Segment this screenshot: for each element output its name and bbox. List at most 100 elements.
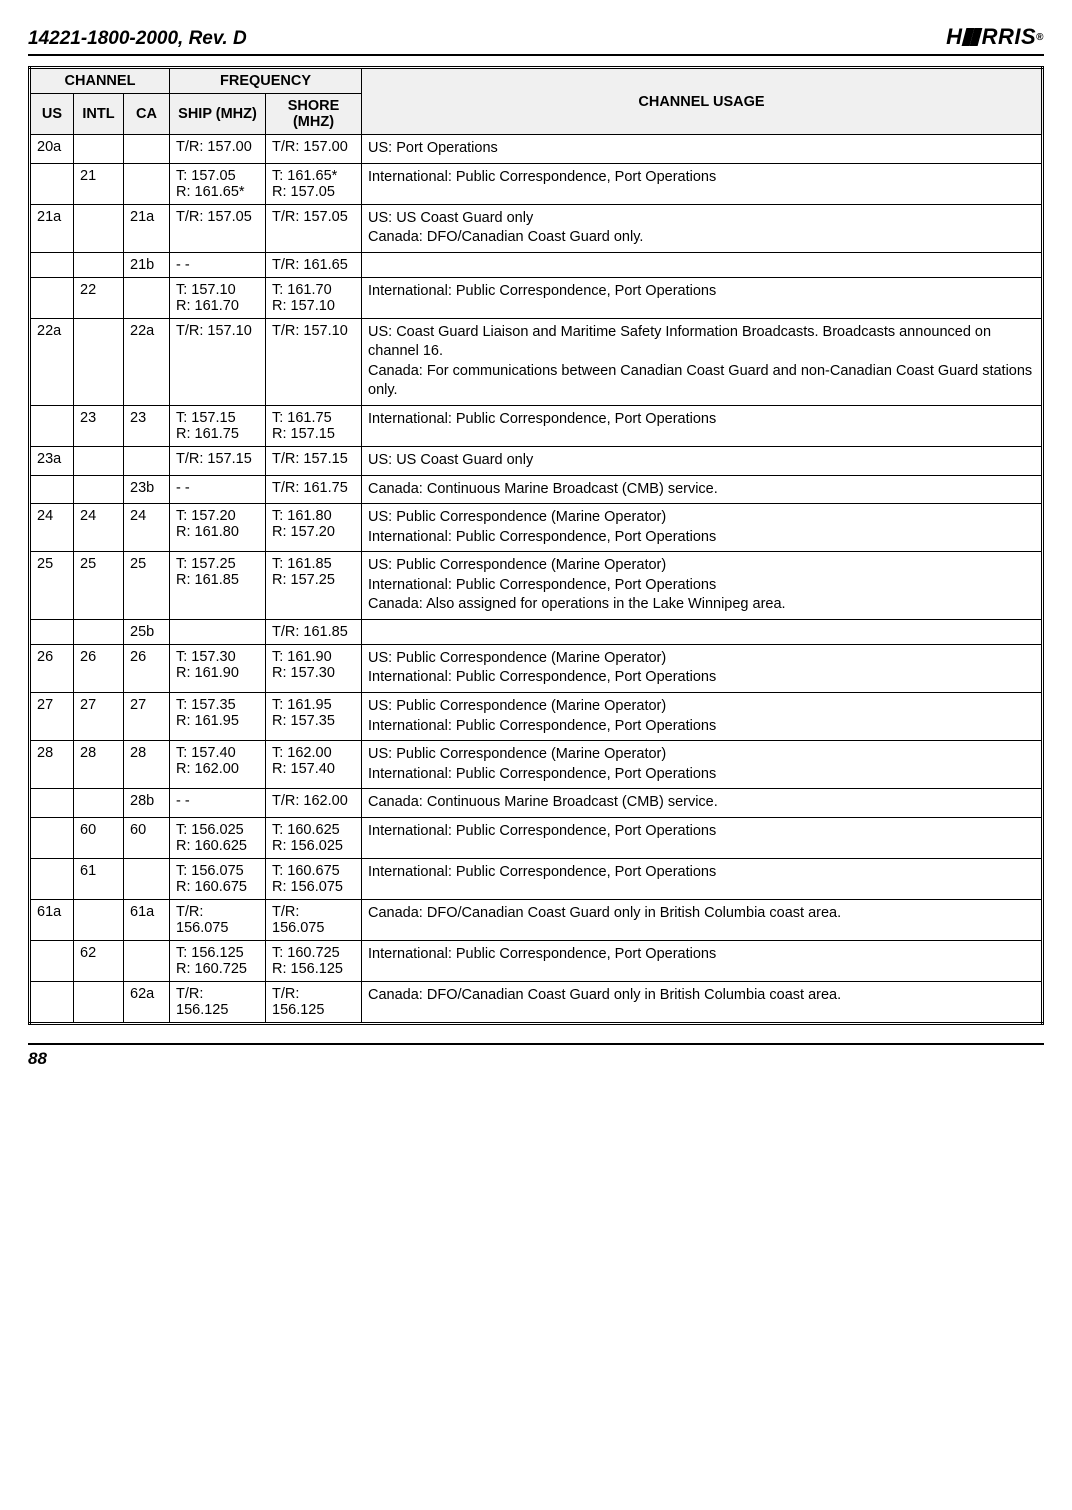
cell-ca: 24 (124, 504, 170, 552)
table-row: 62T: 156.125R: 160.725T: 160.725R: 156.1… (30, 940, 1043, 981)
cell-us (30, 940, 74, 981)
table-row: 28b- -T/R: 162.00Canada: Continuous Mari… (30, 789, 1043, 818)
cell-us: 24 (30, 504, 74, 552)
cell-usage: International: Public Correspondence, Po… (362, 277, 1043, 318)
cell-ship: - - (170, 789, 266, 818)
cell-usage: International: Public Correspondence, Po… (362, 163, 1043, 204)
cell-shore: T: 161.95R: 157.35 (266, 693, 362, 741)
cell-shore: T/R: 161.65 (266, 252, 362, 277)
table-row: 21a21aT/R: 157.05T/R: 157.05US: US Coast… (30, 204, 1043, 252)
cell-shore: T/R: 156.075 (266, 899, 362, 940)
cell-usage: US: US Coast Guard only (362, 446, 1043, 475)
cell-ship: T/R: 157.10 (170, 318, 266, 405)
cell-usage: Canada: Continuous Marine Broadcast (CMB… (362, 789, 1043, 818)
header-frequency: FREQUENCY (170, 68, 362, 94)
cell-usage: Canada: DFO/Canadian Coast Guard only in… (362, 899, 1043, 940)
cell-intl (74, 135, 124, 164)
table-head: CHANNEL FREQUENCY CHANNEL USAGE US INTL … (30, 68, 1043, 135)
cell-us: 26 (30, 644, 74, 692)
cell-shore: T/R: 157.15 (266, 446, 362, 475)
cell-ca (124, 446, 170, 475)
cell-ca: 62a (124, 981, 170, 1023)
cell-shore: T/R: 162.00 (266, 789, 362, 818)
cell-shore: T/R: 157.10 (266, 318, 362, 405)
cell-us: 27 (30, 693, 74, 741)
cell-us: 61a (30, 899, 74, 940)
cell-ca: 25b (124, 619, 170, 644)
cell-intl (74, 981, 124, 1023)
cell-shore: T/R: 161.85 (266, 619, 362, 644)
cell-ship: T/R: 157.15 (170, 446, 266, 475)
cell-ship: T: 157.10R: 161.70 (170, 277, 266, 318)
cell-intl (74, 446, 124, 475)
cell-ca: 28b (124, 789, 170, 818)
cell-intl: 21 (74, 163, 124, 204)
cell-shore: T/R: 157.05 (266, 204, 362, 252)
cell-us (30, 252, 74, 277)
cell-ship: T/R: 157.00 (170, 135, 266, 164)
cell-ca: 61a (124, 899, 170, 940)
cell-ca: 25 (124, 552, 170, 620)
page-footer: 88 (28, 1043, 1044, 1069)
cell-us (30, 858, 74, 899)
cell-shore: T: 160.625R: 156.025 (266, 817, 362, 858)
cell-us (30, 405, 74, 446)
cell-ship (170, 619, 266, 644)
cell-us (30, 475, 74, 504)
cell-ca (124, 858, 170, 899)
table-row: 23b- -T/R: 161.75Canada: Continuous Mari… (30, 475, 1043, 504)
table-row: 242424T: 157.20R: 161.80T: 161.80R: 157.… (30, 504, 1043, 552)
cell-ca: 23 (124, 405, 170, 446)
header-us: US (30, 94, 74, 135)
page-number: 88 (28, 1049, 1044, 1069)
cell-shore: T: 162.00R: 157.40 (266, 741, 362, 789)
cell-intl: 26 (74, 644, 124, 692)
cell-usage: US: Public Correspondence (Marine Operat… (362, 552, 1043, 620)
cell-ship: T: 157.05R: 161.65* (170, 163, 266, 204)
cell-ca: 60 (124, 817, 170, 858)
cell-intl (74, 619, 124, 644)
cell-usage: US: US Coast Guard onlyCanada: DFO/Canad… (362, 204, 1043, 252)
cell-shore: T/R: 156.125 (266, 981, 362, 1023)
cell-ca: 21b (124, 252, 170, 277)
cell-intl (74, 789, 124, 818)
cell-intl: 22 (74, 277, 124, 318)
cell-intl (74, 318, 124, 405)
cell-shore: T/R: 161.75 (266, 475, 362, 504)
cell-intl (74, 252, 124, 277)
cell-intl (74, 204, 124, 252)
cell-usage: International: Public Correspondence, Po… (362, 817, 1043, 858)
cell-intl: 61 (74, 858, 124, 899)
cell-us: 20a (30, 135, 74, 164)
cell-ship: T: 157.30R: 161.90 (170, 644, 266, 692)
cell-intl (74, 899, 124, 940)
cell-shore: T: 161.85R: 157.25 (266, 552, 362, 620)
cell-ca: 21a (124, 204, 170, 252)
cell-usage: International: Public Correspondence, Po… (362, 405, 1043, 446)
cell-usage: US: Public Correspondence (Marine Operat… (362, 693, 1043, 741)
table-row: 21T: 157.05R: 161.65*T: 161.65*R: 157.05… (30, 163, 1043, 204)
cell-usage: International: Public Correspondence, Po… (362, 940, 1043, 981)
cell-ca: 23b (124, 475, 170, 504)
cell-us (30, 981, 74, 1023)
cell-ship: T/R: 156.125 (170, 981, 266, 1023)
header-ca: CA (124, 94, 170, 135)
logo-letter-h: H (946, 24, 962, 50)
header-ship: SHIP (MHZ) (170, 94, 266, 135)
table-row: 282828T: 157.40R: 162.00T: 162.00R: 157.… (30, 741, 1043, 789)
header-channel: CHANNEL (30, 68, 170, 94)
cell-us (30, 817, 74, 858)
cell-ca: 26 (124, 644, 170, 692)
table-row: 20aT/R: 157.00T/R: 157.00US: Port Operat… (30, 135, 1043, 164)
table-row: 2323T: 157.15R: 161.75T: 161.75R: 157.15… (30, 405, 1043, 446)
cell-ship: T: 157.40R: 162.00 (170, 741, 266, 789)
cell-us: 28 (30, 741, 74, 789)
cell-usage: Canada: Continuous Marine Broadcast (CMB… (362, 475, 1043, 504)
table-row: 252525T: 157.25R: 161.85T: 161.85R: 157.… (30, 552, 1043, 620)
cell-ship: T/R: 156.075 (170, 899, 266, 940)
header-intl: INTL (74, 94, 124, 135)
cell-intl: 24 (74, 504, 124, 552)
document-id: 14221-1800-2000, Rev. D (28, 28, 247, 50)
cell-ca: 22a (124, 318, 170, 405)
logo-slashes-icon (961, 28, 982, 46)
